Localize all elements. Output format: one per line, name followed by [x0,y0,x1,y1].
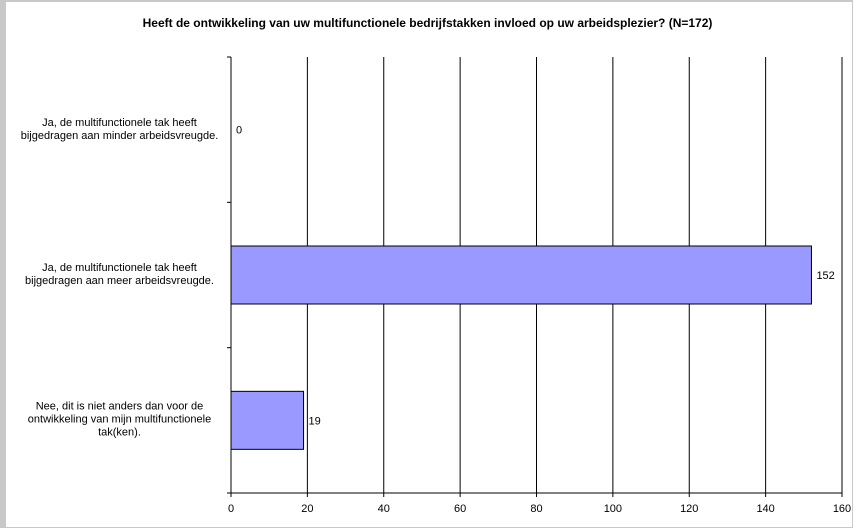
chart-title: Heeft de ontwikkeling van uw multifuncti… [142,16,713,30]
category-label-1: Ja, de multifunctionele tak heeft bijged… [25,262,214,287]
x-tick-label-160: 160 [833,503,851,515]
bar-2 [230,390,305,450]
x-tick-label-40: 40 [378,503,390,515]
x-tick-label-100: 100 [604,503,622,515]
bar-1 [230,245,812,305]
data-label-1: 152 [816,270,834,282]
x-tick-label-0: 0 [228,503,234,515]
x-tick-label-80: 80 [530,503,542,515]
category-label-2: Nee, dit is niet anders dan voor de ontw… [27,400,212,439]
data-label-0: 0 [236,125,242,137]
x-tick-label-20: 20 [301,503,313,515]
category-label-0: Ja, de multifunctionele tak heeft bijged… [20,116,219,142]
x-tick-label-60: 60 [454,503,466,515]
x-tick-label-140: 140 [756,503,774,515]
data-label-2: 19 [309,415,321,427]
x-tick-label-120: 120 [680,503,698,515]
